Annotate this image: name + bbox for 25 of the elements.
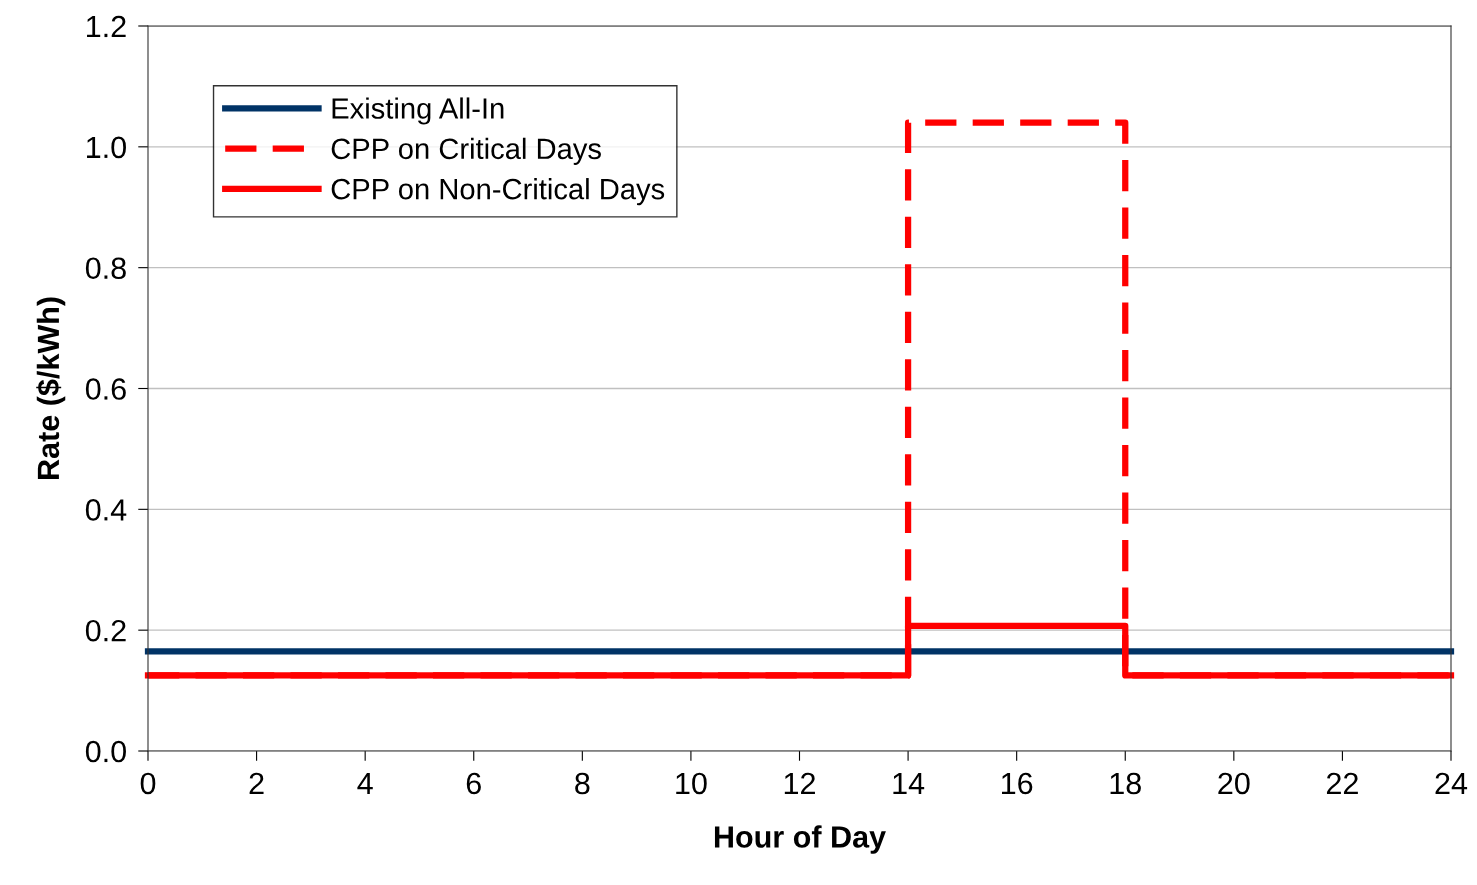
y-tick-label: 1.2 (87, 15, 126, 38)
y-axis-title: Rate ($/kWh) (36, 297, 66, 479)
x-tick-label: 16 (1002, 772, 1033, 795)
x-tick-label: 14 (893, 772, 925, 794)
legend-label: CPP on Critical Days (331, 137, 601, 165)
x-tick-label: 18 (1110, 772, 1141, 795)
y-tick-label: 1.0 (87, 136, 126, 159)
x-tick-label: 2 (249, 772, 264, 794)
x-tick-label: 12 (784, 772, 815, 794)
legend-label: CPP on Non-Critical Days (331, 178, 665, 206)
x-tick-label: 6 (466, 772, 481, 795)
y-tick-label: 0.6 (85, 378, 126, 400)
x-tick-label: 10 (676, 772, 707, 795)
y-tick-label: 0.0 (85, 740, 126, 763)
x-tick-label: 0 (140, 772, 156, 795)
x-axis-title: Hour of Day (714, 825, 886, 854)
x-tick-label: 4 (357, 772, 373, 794)
x-tick-label: 20 (1218, 772, 1250, 795)
y-tick-label: 0.8 (85, 257, 126, 280)
y-tick-label: 0.2 (85, 619, 126, 642)
legend-label: Existing All-In (332, 97, 504, 125)
x-tick-label: 24 (1435, 772, 1468, 794)
y-tick-label: 0.4 (85, 499, 127, 521)
x-tick-label: 22 (1326, 772, 1358, 794)
x-tick-label: 8 (575, 772, 590, 795)
